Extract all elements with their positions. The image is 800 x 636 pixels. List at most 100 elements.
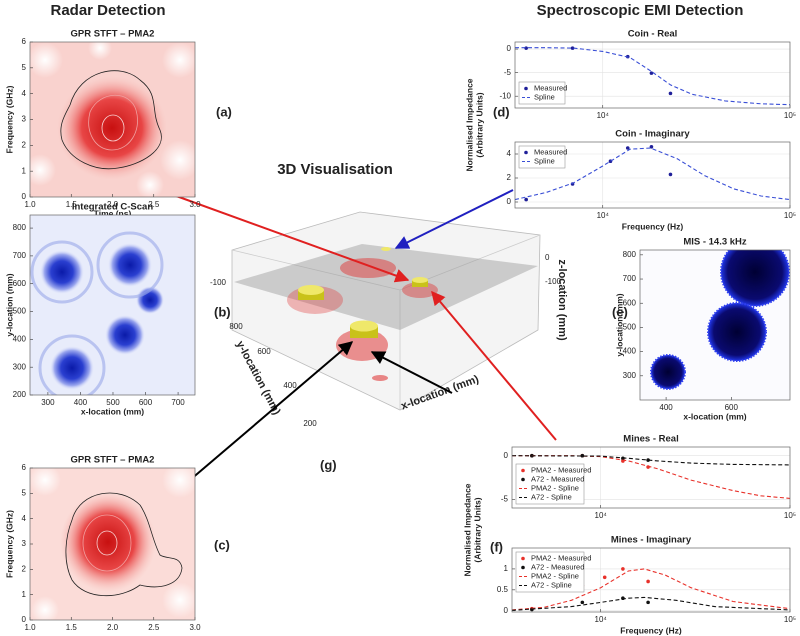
y-tick-label: 800 [13,223,27,232]
legend-marker [521,565,525,570]
chart-title: Coin - Imaginary [615,129,690,140]
legend-label: PMA2 - Spline [531,571,579,580]
target [298,285,324,295]
tick-label: 200 [303,419,317,428]
heat-blob [108,243,152,287]
y-tick-label: 0.5 [497,585,509,594]
heat-blob [720,250,790,307]
y-tick-label: 0 [504,451,509,460]
x-axis-label: x-location (mm) [683,411,746,421]
y-axis-label: Normalised Impedance [464,78,474,171]
heat-blob [105,315,145,355]
y-tick-label: -5 [501,494,509,503]
axis-label: z-location (mm) [556,259,568,341]
x-tick-label: 10⁴ [597,211,610,220]
legend-label: PMA2 - Measured [531,465,591,474]
heading: 3D Visualisation [277,161,393,178]
spline [512,455,790,466]
legend-label: PMA2 - Measured [531,553,591,562]
y-axis-label: Frequency (GHz) [4,85,14,153]
x-tick-label: 2.5 [148,200,160,209]
legend-box [518,145,566,169]
target [412,280,428,287]
y-tick-label: 1 [22,590,27,599]
x-tick-label: 3.0 [189,623,201,632]
legend-label: A72 - Measured [531,474,584,483]
chart-title: GPR STFT – PMA2 [71,455,155,466]
y-tick-label: 2 [22,564,27,573]
measured-point [580,600,585,605]
spline [512,596,790,611]
y-tick-label: 5 [22,63,27,72]
spline [515,147,790,201]
tick-label: 600 [257,347,271,356]
legend-box [515,463,585,505]
chart-title: MIS - 14.3 kHz [683,237,747,248]
target [350,320,378,332]
y-tick-label: 1 [504,564,509,573]
legend-label: A72 - Measured [531,562,584,571]
heat-core [60,492,156,592]
legend-label: Spline [534,156,555,165]
y-tick-label: 700 [623,274,637,283]
panel-label: (c) [214,537,230,552]
plot-area [30,468,195,620]
heat-ring [38,334,106,395]
heat-ring [96,231,164,299]
legend-label: Measured [534,83,567,92]
heading: Radar Detection [50,2,165,19]
x-axis-label: Frequency (Hz) [620,625,682,635]
heat-core [57,76,167,180]
chart-title: Mines - Imaginary [611,535,692,546]
y-tick-label: -10 [499,91,511,100]
y-tick-label: 600 [13,279,27,288]
heat-spot [162,468,195,498]
panel-label: (g) [320,457,337,472]
measured-point [625,146,630,150]
y-tick-label: 400 [13,334,27,343]
y-axis-label: y-location (mm) [614,293,624,356]
contour [88,94,138,151]
y-tick-label: 800 [623,250,637,259]
y-tick-label: 6 [22,37,27,46]
measured-point [646,579,650,584]
measured-point [580,453,585,458]
heat-spot [30,42,63,78]
target [412,277,428,283]
measured-point [570,46,575,50]
plot-frame [29,41,196,198]
x-tick-label: 400 [659,403,673,412]
x-tick-label: 600 [725,403,739,412]
legend-marker [521,556,525,561]
tick-label: 0 [545,253,550,262]
x-tick-label: 3.0 [189,200,201,209]
heat-spot [30,468,61,496]
contour [82,514,132,572]
x-tick-label: 1.0 [24,623,36,632]
y-tick-label: 5 [22,488,27,497]
measured-point [649,71,654,75]
x-tick-label: 10⁴ [597,111,610,120]
y-tick-label: 3 [22,115,27,124]
target-echo [402,282,438,298]
panel-label: (d) [493,104,510,119]
x-tick-label: 1.5 [66,200,78,209]
heat-spot [160,140,195,180]
y-axis-label: Normalised Impedance [462,483,472,576]
measured-point [621,567,625,571]
y-axis-label: (Arbitrary Units) [474,92,484,157]
plane [234,244,538,330]
spline [515,47,790,106]
legend-box [515,551,585,593]
measured-point [649,145,654,149]
x-tick-label: 1.5 [66,623,78,632]
x-axis-label: Time (ns) [94,208,132,218]
legend-label: Measured [534,147,567,156]
legend-marker [524,86,528,91]
y-axis-label: (Arbitrary Units) [472,497,482,562]
chart-title: Coin - Real [628,29,678,40]
target-echo [340,258,396,278]
y-tick-label: 1 [22,166,27,175]
y-tick-label: 400 [623,347,637,356]
